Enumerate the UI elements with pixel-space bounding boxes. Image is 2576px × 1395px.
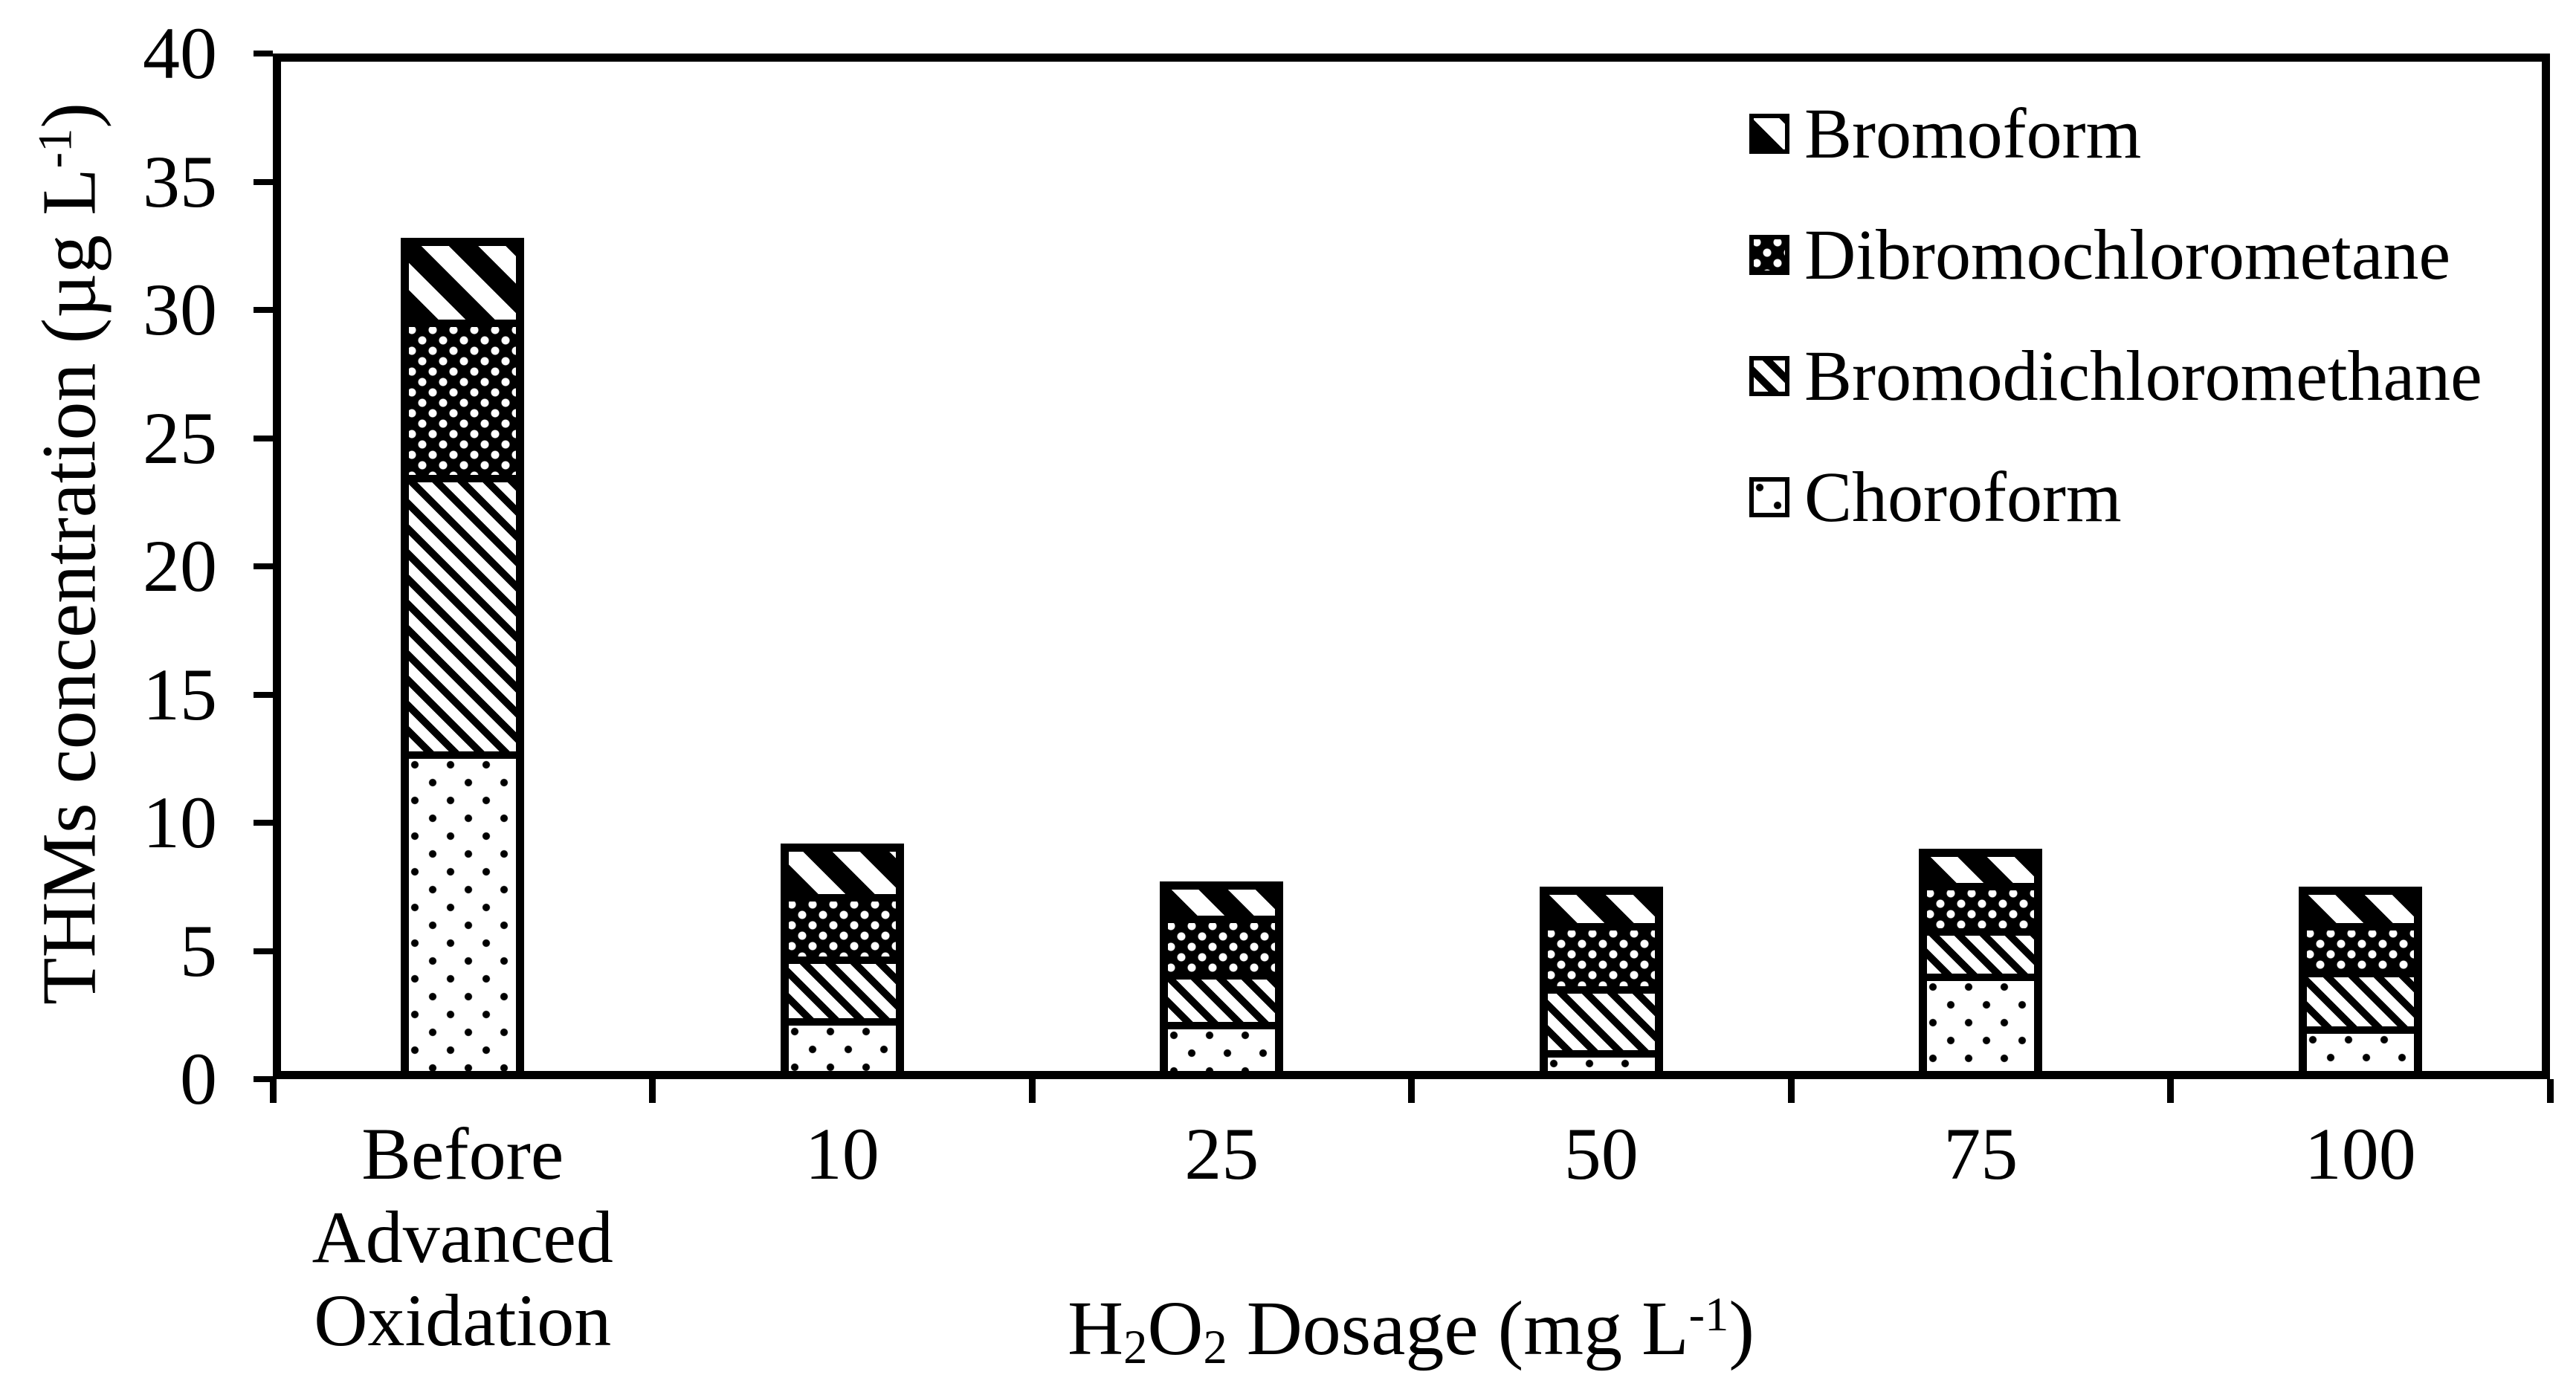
x-tick-mark <box>1787 1079 1795 1103</box>
bromodichloromethane-swatch-icon <box>1749 356 1789 396</box>
category-label-line: Oxidation <box>314 1279 612 1362</box>
category-label-line: 25 <box>1184 1113 1259 1195</box>
y-tick-label: 5 <box>180 909 217 992</box>
category-label: 25 <box>1184 1113 1259 1196</box>
y-tick-mark <box>254 435 273 441</box>
y-tick-label: 20 <box>143 525 217 607</box>
y-tick-label: 10 <box>143 781 217 864</box>
bar-segment-bromodichloromethane <box>409 475 517 752</box>
legend-label: Dibromochlorometane <box>1804 215 2451 294</box>
bar-segment-dibromochlorometane <box>409 319 517 476</box>
y-tick-label: 0 <box>180 1038 217 1120</box>
bar-segment-dibromochlorometane <box>2306 923 2414 971</box>
x-tick-mark <box>269 1079 277 1103</box>
category-label-line: 10 <box>804 1113 879 1195</box>
bar-segment-choroform <box>409 751 517 1071</box>
stacked-bar-50 <box>1539 887 1663 1079</box>
legend-item: Choroform <box>1749 462 2122 533</box>
title-part: ) <box>26 103 112 129</box>
stacked-bar-75 <box>1919 848 2043 1079</box>
stacked-bar-100 <box>2298 887 2422 1079</box>
x-tick-mark <box>2167 1079 2174 1103</box>
bar-segment-choroform <box>1927 973 2035 1071</box>
y-tick-mark <box>254 1076 273 1082</box>
category-label: 10 <box>805 1113 879 1196</box>
bar-segment-dibromochlorometane <box>1547 923 1655 987</box>
bar-segment-dibromochlorometane <box>788 894 896 957</box>
stacked-bar-10 <box>780 843 904 1079</box>
y-tick-mark <box>254 307 273 313</box>
y-tick-mark <box>254 178 273 185</box>
bar-segment-choroform <box>1168 1021 1276 1071</box>
legend-item: Bromodichloromethane <box>1749 340 2482 412</box>
title-part: 2 <box>1123 1320 1148 1373</box>
bar-segment-bromodichloromethane <box>2306 970 2414 1027</box>
category-label: 100 <box>2305 1113 2416 1196</box>
legend-label: Bromodichloromethane <box>1804 336 2482 415</box>
category-label-line: Before <box>361 1113 564 1195</box>
bar-segment-bromoform <box>409 246 517 320</box>
bar-segment-bromodichloromethane <box>788 956 896 1019</box>
title-part: -1 <box>1688 1287 1729 1341</box>
bar-segment-bromoform <box>1168 890 1276 916</box>
bar-segment-choroform <box>788 1018 896 1071</box>
category-label-line: 100 <box>2304 1113 2416 1195</box>
legend-item: Dibromochlorometane <box>1749 219 2450 291</box>
y-tick-label: 25 <box>143 396 217 479</box>
plot-area <box>273 54 2550 1079</box>
bromoform-swatch-icon <box>1749 114 1789 154</box>
x-axis-title: H2O2 Dosage (mg L-1) <box>1068 1287 1755 1377</box>
category-label: Before Advanced Oxidation <box>312 1113 613 1362</box>
y-tick-label: 40 <box>143 12 217 94</box>
category-label-line: 75 <box>1943 1113 2018 1195</box>
dibromochlorometane-swatch-icon <box>1749 235 1789 275</box>
title-part: O <box>1147 1286 1204 1371</box>
title-part: ) <box>1728 1286 1755 1371</box>
category-label-line: 50 <box>1563 1113 1639 1195</box>
legend-label: Choroform <box>1804 457 2122 537</box>
x-tick-mark <box>649 1079 656 1103</box>
y-tick-label: 30 <box>143 268 217 351</box>
y-tick-mark <box>254 51 273 56</box>
x-tick-mark <box>1028 1079 1036 1103</box>
choroform-swatch-icon <box>1749 477 1789 517</box>
bar-segment-bromodichloromethane <box>1927 928 2035 974</box>
bar-segment-dibromochlorometane <box>1168 916 1276 973</box>
title-part: Dosage (mg L <box>1227 1286 1689 1371</box>
category-label: 75 <box>1943 1113 2018 1196</box>
bar-segment-choroform <box>1547 1049 1655 1071</box>
bar-segment-bromodichloromethane <box>1168 972 1276 1022</box>
bar-segment-bromoform <box>1927 856 2035 883</box>
bar-segment-choroform <box>2306 1026 2414 1071</box>
title-part: H <box>1068 1286 1124 1371</box>
title-part: 2 <box>1203 1320 1227 1373</box>
category-label: 50 <box>1564 1113 1639 1196</box>
bar-segment-bromoform <box>2306 895 2414 924</box>
y-tick-mark <box>254 948 273 954</box>
y-tick-mark <box>254 563 273 569</box>
y-tick-label: 35 <box>143 140 217 223</box>
bar-segment-dibromochlorometane <box>1927 882 2035 928</box>
category-label-line: Advanced <box>311 1196 613 1278</box>
bar-segment-bromoform <box>1547 895 1655 924</box>
x-tick-mark <box>1408 1079 1415 1103</box>
y-tick-mark <box>254 820 273 826</box>
stacked-bar-25 <box>1160 881 1284 1079</box>
stacked-bar-before-advanced-oxidation <box>401 238 525 1079</box>
title-part: THMs concentration (µg L <box>26 168 112 1005</box>
bar-segment-bromodichloromethane <box>1547 986 1655 1050</box>
x-tick-mark <box>2546 1079 2554 1103</box>
bar-segment-bromoform <box>788 851 896 895</box>
y-tick-label: 15 <box>143 653 217 736</box>
legend-item: Bromoform <box>1749 98 2141 169</box>
legend-label: Bromoform <box>1804 94 2142 173</box>
y-axis-title: THMs concentration (µg L-1) <box>27 103 118 1005</box>
y-tick-mark <box>254 691 273 698</box>
title-part: -1 <box>28 128 82 169</box>
